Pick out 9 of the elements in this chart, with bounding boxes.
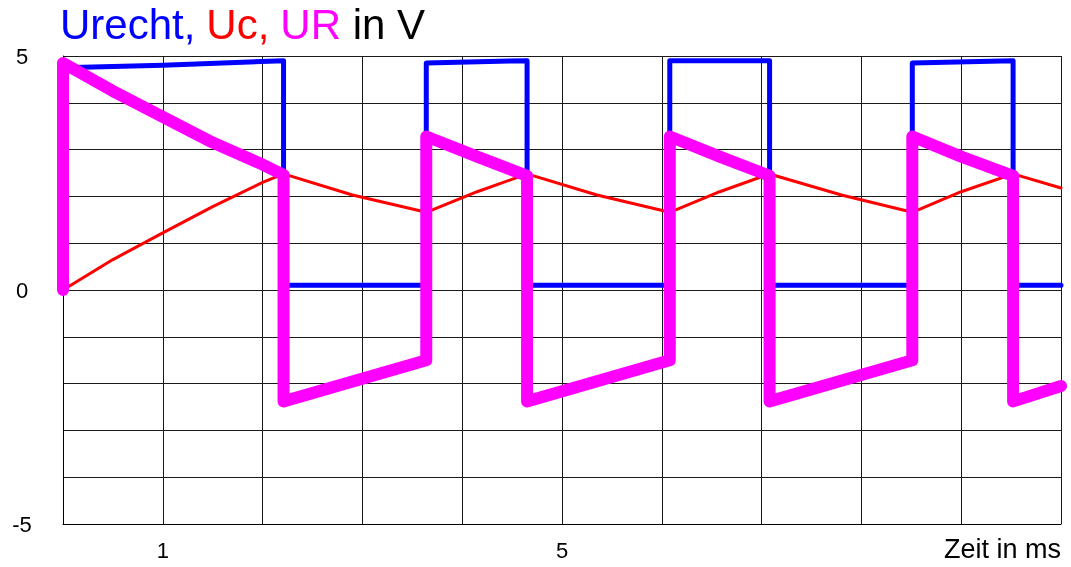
text: Uc, [206,0,270,48]
x-tick-label: 1 [156,537,169,563]
y-tick-label: 5 [15,43,29,69]
y-tick-label: -5 [12,511,32,537]
series-label: Urecht, [60,0,196,48]
y-axis-title: in V [352,0,426,48]
y-tick-label: 0 [15,277,29,303]
text: UR [280,0,342,48]
x-axis-title: Zeit in ms [943,533,1062,564]
